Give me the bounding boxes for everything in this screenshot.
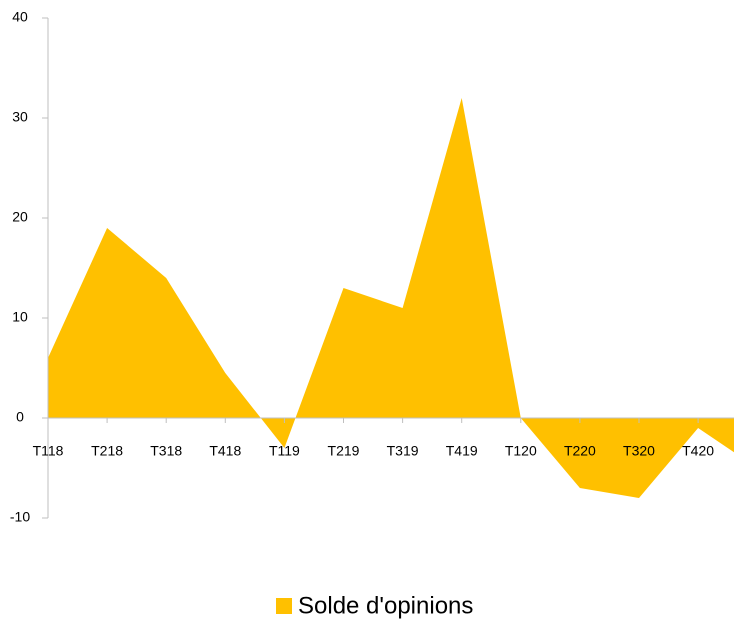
x-tick-label: T319 [387,443,419,459]
y-tick-label: 30 [12,109,28,125]
x-tick-label: T218 [91,443,123,459]
x-tick-label: T120 [505,443,537,459]
y-tick-label: 10 [12,309,28,325]
legend-label: Solde d'opinions [298,592,473,619]
plot-area [48,98,734,498]
area [48,98,734,498]
y-tick-label: -10 [10,509,30,525]
x-tick-label: T318 [150,443,182,459]
y-tick-label: 0 [16,409,24,425]
y-tick-label: 40 [12,9,28,25]
x-tick-label: T419 [446,443,478,459]
x-tick-label: T418 [209,443,241,459]
x-tick-label: T219 [328,443,360,459]
x-tick-label: T320 [623,443,655,459]
legend-swatch [276,598,292,614]
y-tick-label: 20 [12,209,28,225]
x-tick-label: T118 [33,443,64,459]
x-tick-label: T119 [269,443,300,459]
x-tick-label: T420 [682,443,714,459]
x-tick-label: T220 [564,443,596,459]
